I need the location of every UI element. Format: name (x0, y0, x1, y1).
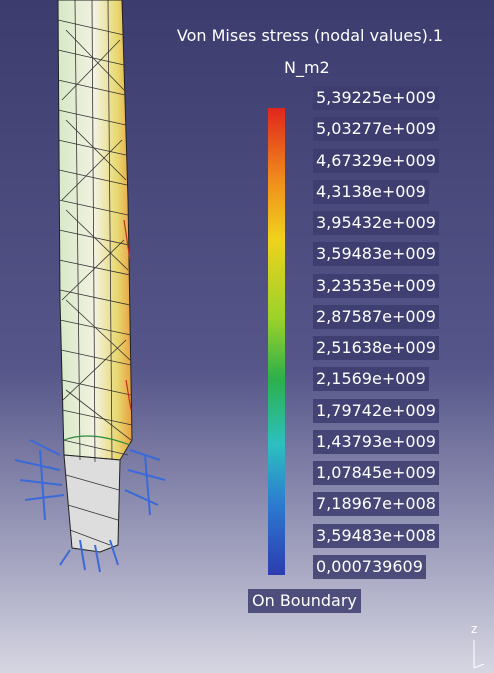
legend-label: 2,51638e+009 (313, 336, 439, 360)
legend-label: 3,59483e+008 (313, 524, 439, 548)
triad-axis-label: z (471, 622, 477, 636)
legend-label: 7,18967e+008 (313, 492, 439, 516)
legend-label: 2,87587e+009 (313, 305, 439, 329)
legend-label: 5,03277e+009 (313, 117, 439, 141)
legend-label: 4,3138e+009 (313, 180, 429, 204)
legend-footer: On Boundary (248, 589, 361, 613)
legend-label: 0,000739609 (313, 555, 426, 579)
legend-label: 3,23535e+009 (313, 274, 439, 298)
legend-label: 1,43793e+009 (313, 430, 439, 454)
color-bar (268, 108, 285, 575)
viewport: Von Mises stress (nodal values).1 N_m2 5… (0, 0, 494, 673)
legend-label: 4,67329e+009 (313, 149, 439, 173)
legend-label: 3,95432e+009 (313, 211, 439, 235)
legend-title: Von Mises stress (nodal values).1 (150, 26, 470, 45)
legend-label: 2,1569e+009 (313, 367, 429, 391)
legend-label: 5,39225e+009 (313, 86, 439, 110)
legend-unit: N_m2 (284, 58, 330, 77)
legend-label: 1,07845e+009 (313, 461, 439, 485)
legend-label: 1,79742e+009 (313, 399, 439, 423)
legend-label: 3,59483e+009 (313, 242, 439, 266)
